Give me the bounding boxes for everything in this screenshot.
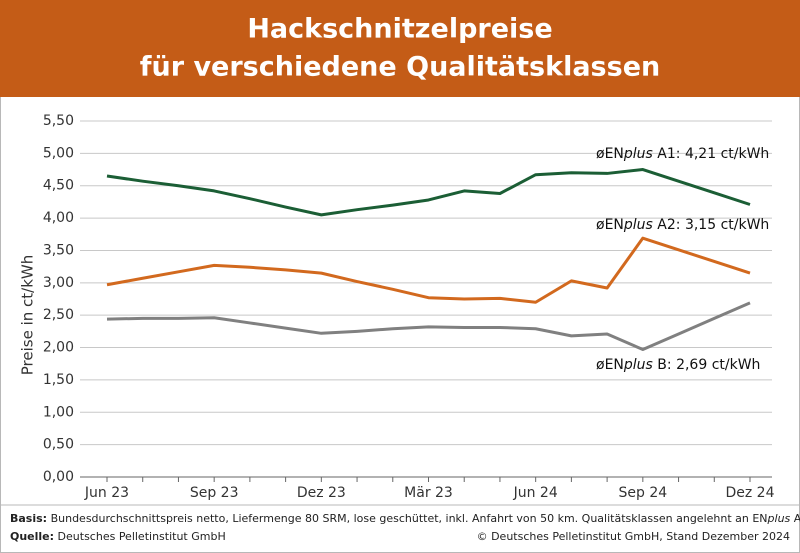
series-annotation: øENplus B: 2,69 ct/kWh xyxy=(596,357,760,373)
y-tick-label: 1,00 xyxy=(43,404,74,420)
x-tick-label: Jun 23 xyxy=(84,485,129,501)
chart-title: für verschiedene Qualitätsklassen xyxy=(140,52,660,83)
annotation-italic: plus xyxy=(623,357,653,373)
y-tick-label: 5,00 xyxy=(43,145,74,161)
footer-basis: Basis: Bundesdurchschnittspreis netto, L… xyxy=(10,512,800,525)
y-tick-label: 0,50 xyxy=(43,437,74,453)
y-axis-label: Preise in ct/kWh xyxy=(19,255,37,375)
y-tick-label: 3,50 xyxy=(43,242,74,258)
footer-copyright: © Deutsches Pelletinstitut GmbH, Stand D… xyxy=(477,530,790,543)
y-tick-label: 4,00 xyxy=(43,210,74,226)
source-text: Deutsches Pelletinstitut GmbH xyxy=(58,530,226,543)
y-tick-label: 2,00 xyxy=(43,340,74,356)
annotation-prefix: øEN xyxy=(596,146,624,162)
x-tick-label: Dez 24 xyxy=(725,485,774,501)
series-line xyxy=(106,301,751,351)
series-line xyxy=(106,236,751,304)
series-line xyxy=(106,168,751,217)
series-annotation: øENplus A2: 3,15 ct/kWh xyxy=(596,217,769,233)
x-tick-label: Sep 24 xyxy=(619,485,668,501)
footer-source: Quelle: Deutsches Pelletinstitut GmbH xyxy=(10,530,226,543)
annotation-suffix: A1: 4,21 ct/kWh xyxy=(653,146,769,162)
annotation-prefix: øEN xyxy=(596,357,624,373)
y-tick-label: 2,50 xyxy=(43,307,74,323)
y-tick-label: 5,50 xyxy=(43,113,74,129)
basis-italic: plus xyxy=(767,512,791,525)
x-tick-label: Dez 23 xyxy=(297,485,346,501)
chart-title: Hackschnitzelpreise xyxy=(247,14,552,45)
annotation-italic: plus xyxy=(623,217,653,233)
x-tick-label: Sep 23 xyxy=(190,485,239,501)
basis-text: Bundesdurchschnittspreis netto, Lieferme… xyxy=(51,512,768,525)
annotation-prefix: øEN xyxy=(596,217,624,233)
annotation-italic: plus xyxy=(623,146,653,162)
annotation-suffix: B: 2,69 ct/kWh xyxy=(653,357,761,373)
y-tick-label: 1,50 xyxy=(43,372,74,388)
y-tick-label: 4,50 xyxy=(43,178,74,194)
source-label: Quelle: xyxy=(10,530,54,543)
basis-end: A1/A2/B. xyxy=(790,512,800,525)
annotation-suffix: A2: 3,15 ct/kWh xyxy=(653,217,769,233)
basis-label: Basis: xyxy=(10,512,47,525)
x-tick-label: Jun 24 xyxy=(513,485,558,501)
x-tick-label: Mär 23 xyxy=(404,485,453,501)
series-annotation: øENplus A1: 4,21 ct/kWh xyxy=(596,146,769,162)
y-tick-label: 0,00 xyxy=(43,469,74,485)
y-tick-label: 3,00 xyxy=(43,275,74,291)
header xyxy=(0,0,800,97)
